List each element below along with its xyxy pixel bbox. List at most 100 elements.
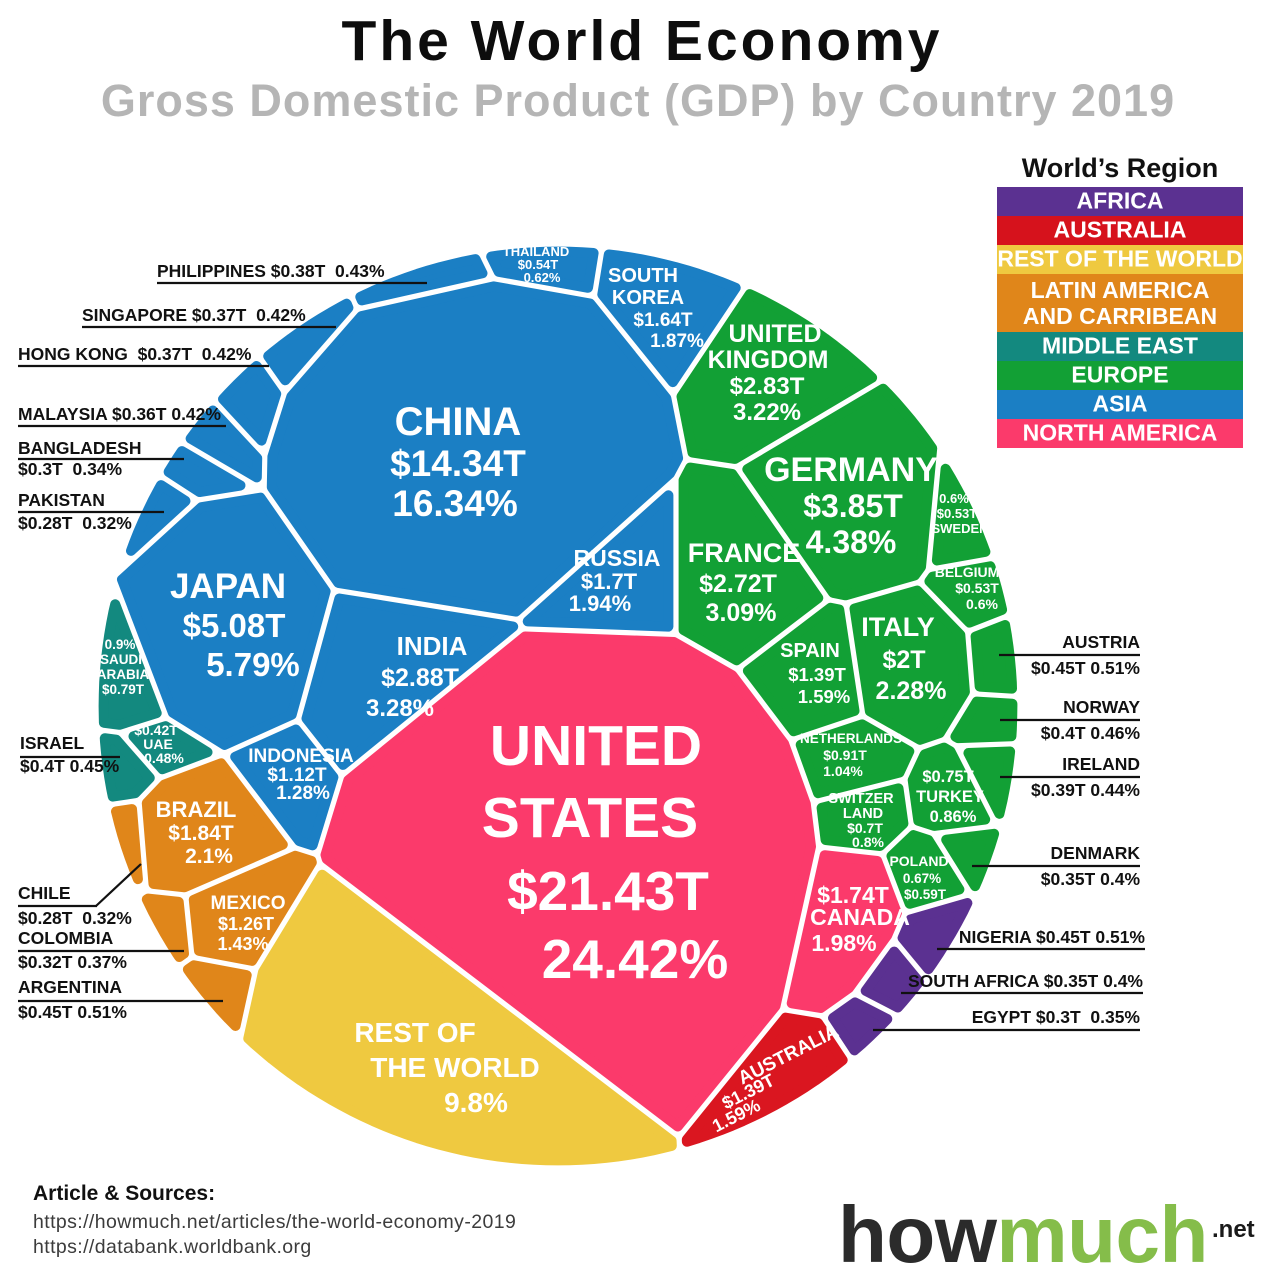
svg-text:HONG KONG $0.37T 0.42%: HONG KONG $0.37T 0.42% xyxy=(18,344,252,364)
svg-text:PAKISTAN: PAKISTAN xyxy=(18,490,105,510)
svg-text:SOUTH: SOUTH xyxy=(608,265,678,287)
svg-text:AND CARRIBEAN: AND CARRIBEAN xyxy=(1023,303,1217,329)
svg-text:NETHERLANDS: NETHERLANDS xyxy=(800,731,902,746)
svg-text:$0.45T 0.51%: $0.45T 0.51% xyxy=(18,1002,127,1022)
svg-text:howmuch: howmuch xyxy=(838,1190,1208,1279)
svg-text:0.8%: 0.8% xyxy=(852,834,884,850)
svg-text:LAND: LAND xyxy=(843,806,883,822)
svg-text:COLOMBIA: COLOMBIA xyxy=(18,928,114,948)
svg-text:$1.74T: $1.74T xyxy=(817,882,889,908)
svg-text:CANADA: CANADA xyxy=(810,904,910,930)
svg-text:1.94%: 1.94% xyxy=(569,591,631,616)
svg-text:POLAND: POLAND xyxy=(889,853,948,869)
svg-text:MEXICO: MEXICO xyxy=(211,893,286,914)
svg-text:1.28%: 1.28% xyxy=(276,783,330,804)
svg-text:$0.32T 0.37%: $0.32T 0.37% xyxy=(18,952,127,972)
svg-text:.net: .net xyxy=(1212,1216,1255,1243)
svg-text:3.22%: 3.22% xyxy=(733,399,801,426)
svg-text:$0.7T: $0.7T xyxy=(847,820,883,836)
svg-text:1.87%: 1.87% xyxy=(650,331,704,352)
svg-text:$2.72T: $2.72T xyxy=(699,570,777,598)
svg-text:EGYPT $0.3T 0.35%: EGYPT $0.3T 0.35% xyxy=(972,1007,1141,1027)
svg-text:NIGERIA $0.45T 0.51%: NIGERIA $0.45T 0.51% xyxy=(959,927,1146,947)
svg-text:REST OF THE WORLD: REST OF THE WORLD xyxy=(997,246,1242,272)
svg-text:0.67%: 0.67% xyxy=(903,871,941,886)
svg-text:UNITED: UNITED xyxy=(728,320,821,348)
svg-text:ARGENTINA: ARGENTINA xyxy=(18,977,122,997)
svg-text:$1.84T: $1.84T xyxy=(168,822,234,845)
svg-text:SPAIN: SPAIN xyxy=(780,640,840,662)
svg-text:$0.91T: $0.91T xyxy=(823,747,867,763)
svg-text:1.43%: 1.43% xyxy=(217,934,268,954)
svg-text:UAE: UAE xyxy=(143,736,173,752)
svg-text:$2.88T: $2.88T xyxy=(381,664,459,692)
svg-text:0.9%: 0.9% xyxy=(105,637,136,652)
svg-text:3.09%: 3.09% xyxy=(706,599,777,627)
svg-text:LATIN AMERICA: LATIN AMERICA xyxy=(1031,277,1210,303)
svg-text:NORTH AMERICA: NORTH AMERICA xyxy=(1023,420,1218,446)
svg-text:SINGAPORE $0.37T 0.42%: SINGAPORE $0.37T 0.42% xyxy=(82,305,306,325)
svg-text:$2.83T: $2.83T xyxy=(730,373,805,400)
svg-text:KINGDOM: KINGDOM xyxy=(708,346,829,374)
svg-text:0.48%: 0.48% xyxy=(144,750,184,766)
svg-text:$0.42T: $0.42T xyxy=(134,722,178,738)
svg-text:MALAYSIA $0.36T 0.42%: MALAYSIA $0.36T 0.42% xyxy=(18,404,221,424)
svg-text:BELGIUM: BELGIUM xyxy=(935,564,1000,580)
svg-text:$0.54T: $0.54T xyxy=(518,257,559,272)
svg-text:$1.64T: $1.64T xyxy=(633,310,693,331)
svg-text:IRELAND: IRELAND xyxy=(1062,754,1140,774)
svg-text:NORWAY: NORWAY xyxy=(1063,697,1140,717)
svg-text:ITALY: ITALY xyxy=(861,612,935,642)
svg-text:Gross Domestic Product (GDP) b: Gross Domestic Product (GDP) by Country … xyxy=(101,75,1175,126)
svg-text:AFRICA: AFRICA xyxy=(1077,188,1164,214)
svg-text:SWEDEN: SWEDEN xyxy=(931,521,988,536)
svg-text:$0.45T 0.51%: $0.45T 0.51% xyxy=(1031,658,1140,678)
svg-text:INDIA: INDIA xyxy=(397,631,468,661)
svg-text:0.62%: 0.62% xyxy=(524,270,561,285)
svg-text:BRAZIL: BRAZIL xyxy=(156,797,237,822)
svg-text:$0.35T 0.4%: $0.35T 0.4% xyxy=(1041,869,1141,889)
svg-text:$21.43T: $21.43T xyxy=(507,860,709,922)
svg-text:$1.26T: $1.26T xyxy=(218,914,274,934)
svg-text:$0.39T 0.44%: $0.39T 0.44% xyxy=(1031,780,1140,800)
svg-text:AUSTRALIA: AUSTRALIA xyxy=(1054,217,1187,243)
svg-text:1.04%: 1.04% xyxy=(823,763,863,779)
svg-text:CHILE: CHILE xyxy=(18,883,71,903)
svg-text:0.6%: 0.6% xyxy=(966,596,998,612)
svg-text:3.28%: 3.28% xyxy=(366,695,434,722)
svg-text:2.28%: 2.28% xyxy=(876,677,947,705)
svg-text:TURKEY: TURKEY xyxy=(916,788,984,806)
svg-text:1.98%: 1.98% xyxy=(811,930,876,956)
svg-text:$0.28T 0.32%: $0.28T 0.32% xyxy=(18,513,132,533)
svg-text:0.86%: 0.86% xyxy=(930,808,977,826)
svg-text:$0.4T 0.45%: $0.4T 0.45% xyxy=(20,756,120,776)
svg-text:RUSSIA: RUSSIA xyxy=(574,545,661,571)
svg-text:The World Economy: The World Economy xyxy=(342,9,943,73)
svg-text:AUSTRIA: AUSTRIA xyxy=(1062,632,1140,652)
svg-text:$0.28T 0.32%: $0.28T 0.32% xyxy=(18,908,132,928)
svg-text:PHILIPPINES $0.38T 0.43%: PHILIPPINES $0.38T 0.43% xyxy=(157,261,385,281)
svg-text:4.38%: 4.38% xyxy=(806,524,897,560)
svg-text:DENMARK: DENMARK xyxy=(1051,843,1141,863)
svg-text:ASIA: ASIA xyxy=(1093,391,1148,417)
svg-text:1.59%: 1.59% xyxy=(798,686,850,707)
svg-text:THE WORLD: THE WORLD xyxy=(370,1052,540,1083)
svg-text:UNITED: UNITED xyxy=(490,714,702,778)
svg-text:$1.39T: $1.39T xyxy=(788,664,846,685)
svg-text:BANGLADESH: BANGLADESH xyxy=(18,438,141,458)
svg-text:$1.12T: $1.12T xyxy=(267,765,327,786)
svg-text:$0.3T 0.34%: $0.3T 0.34% xyxy=(18,459,123,479)
svg-text:16.34%: 16.34% xyxy=(392,483,518,524)
svg-text:https://databank.worldbank.org: https://databank.worldbank.org xyxy=(33,1236,312,1258)
svg-text:CHINA: CHINA xyxy=(395,400,522,444)
svg-text:$0.59T: $0.59T xyxy=(904,887,947,902)
svg-text:0.6%: 0.6% xyxy=(939,491,969,506)
svg-text:24.42%: 24.42% xyxy=(542,928,729,990)
svg-text:STATES: STATES xyxy=(482,786,698,850)
svg-text:2.1%: 2.1% xyxy=(185,845,233,868)
svg-text:$2T: $2T xyxy=(882,646,925,674)
svg-text:$0.79T: $0.79T xyxy=(102,682,145,697)
svg-text:$0.75T: $0.75T xyxy=(922,768,973,786)
svg-text:FRANCE: FRANCE xyxy=(688,538,801,568)
svg-text:GERMANY: GERMANY xyxy=(764,451,938,489)
